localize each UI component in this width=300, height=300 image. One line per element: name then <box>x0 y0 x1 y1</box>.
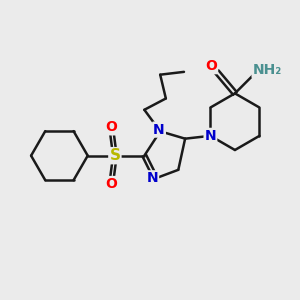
Text: N: N <box>205 129 216 143</box>
Text: S: S <box>110 148 120 163</box>
Text: N: N <box>153 123 165 136</box>
Text: NH₂: NH₂ <box>253 63 282 77</box>
Text: O: O <box>105 120 117 134</box>
Text: O: O <box>105 177 117 191</box>
Text: O: O <box>205 59 217 73</box>
Text: N: N <box>146 171 158 185</box>
